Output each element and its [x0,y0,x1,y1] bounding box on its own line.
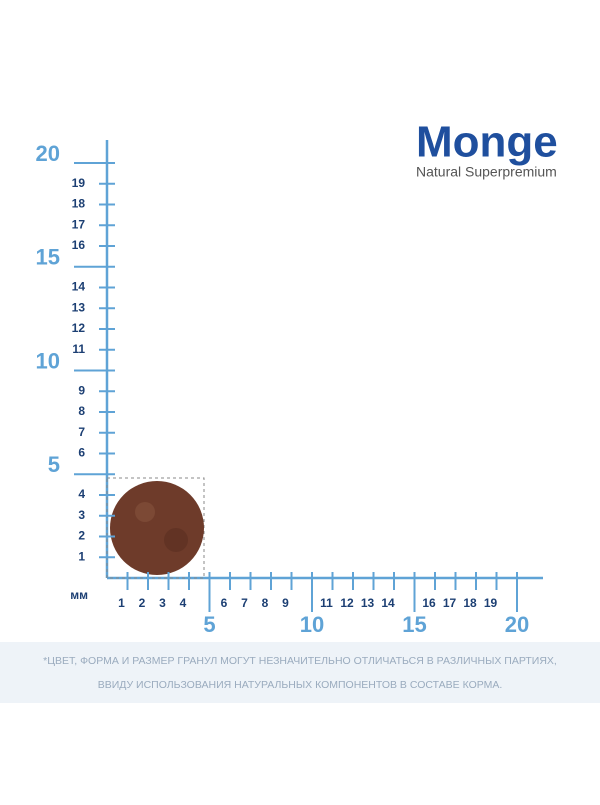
kibble-texture [164,528,188,552]
y-tick-label: 9 [78,383,85,397]
y-major-label: 15 [36,245,60,270]
x-major-label: 5 [203,612,215,637]
y-tick-label: 3 [78,508,85,522]
x-tick-label: 14 [381,596,395,610]
y-tick-label: 17 [72,217,86,231]
y-tick-label: 12 [72,321,86,335]
y-tick-label: 6 [78,446,85,460]
tagline: Natural Superpremium [416,164,557,180]
y-tick-label: 7 [78,425,85,439]
x-tick-label: 13 [361,596,375,610]
footnote-line: ВВИДУ ИСПОЛЬЗОВАНИЯ НАТУРАЛЬНЫХ КОМПОНЕН… [98,679,503,691]
x-tick-label: 12 [340,596,354,610]
y-tick-label: 1 [78,549,85,563]
y-tick-label: 11 [72,342,85,356]
kibble [110,481,204,575]
footnote-band [0,642,600,703]
kibble-texture [135,502,155,522]
x-tick-label: 2 [139,596,146,610]
y-tick-label: 4 [78,487,85,501]
y-tick-label: 14 [72,280,86,294]
x-tick-label: 19 [484,596,498,610]
y-major-label: 20 [36,141,60,166]
y-tick-label: 18 [72,197,86,211]
x-tick-label: 6 [221,596,228,610]
x-tick-label: 18 [463,596,477,610]
brand: Monge [416,118,558,167]
x-tick-label: 3 [159,596,166,610]
x-tick-label: 8 [262,596,269,610]
x-major-label: 15 [402,612,426,637]
y-tick-label: 8 [78,404,85,418]
x-tick-label: 17 [443,596,457,610]
x-tick-label: 1 [118,596,125,610]
footnote-line: *ЦВЕТ, ФОРМА И РАЗМЕР ГРАНУЛ МОГУТ НЕЗНА… [43,655,557,667]
x-major-label: 10 [300,612,324,637]
x-tick-label: 7 [241,596,248,610]
y-tick-label: 13 [72,300,86,314]
x-tick-label: 4 [180,596,187,610]
x-tick-label: 16 [422,596,436,610]
y-tick-label: 2 [78,529,85,543]
x-tick-label: 11 [320,596,333,610]
y-tick-label: 19 [72,176,86,190]
x-tick-label: 9 [282,596,289,610]
y-major-label: 10 [36,348,60,373]
y-tick-label: 16 [72,238,86,252]
unit-label: мм [70,588,88,602]
y-major-label: 5 [48,452,60,477]
x-major-label: 20 [505,612,529,637]
